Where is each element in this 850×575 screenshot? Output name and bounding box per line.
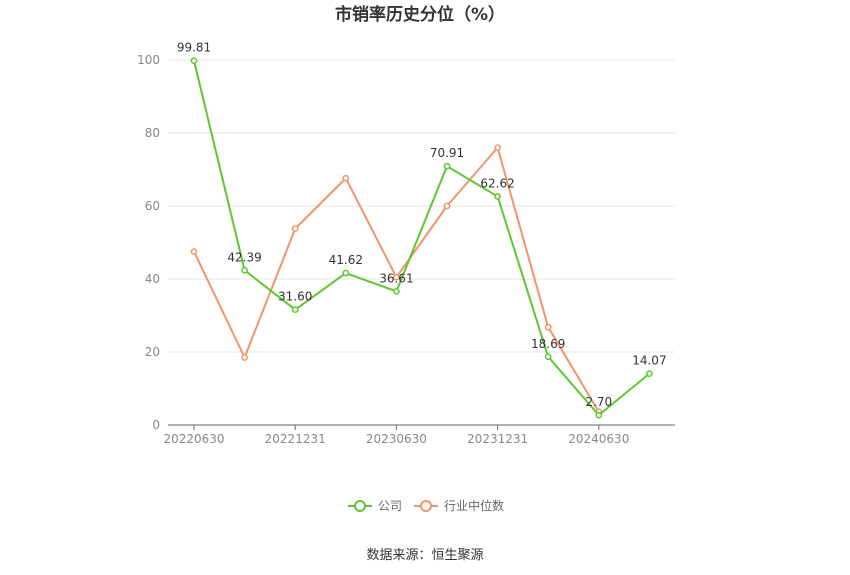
- company-point: [646, 370, 653, 377]
- y-tick-label: 100: [137, 53, 160, 67]
- y-tick-label: 80: [145, 126, 160, 140]
- company-point: [544, 353, 552, 361]
- legend-label: 公司: [378, 499, 402, 513]
- company-point: [494, 193, 501, 200]
- company-point: [342, 269, 350, 277]
- x-tick-label: 20230630: [366, 432, 427, 446]
- y-tick-label: 0: [152, 418, 160, 432]
- series-layer: [190, 57, 653, 419]
- data-labels: 99.81 42.39 31.60 41.62 36.61 70.91 62.62 18.69…: [177, 41, 667, 409]
- y-tick-label: 40: [145, 272, 160, 286]
- company-point: [595, 411, 603, 419]
- industry-median-point: [443, 202, 451, 210]
- data-label: 18.69: [531, 337, 565, 351]
- company-point: [190, 57, 198, 65]
- x-tick-label: 20240630: [568, 432, 629, 446]
- y-tick-label: 20: [145, 345, 160, 359]
- legend-marker: [420, 500, 432, 512]
- data-label: 42.39: [227, 250, 261, 264]
- industry-median-point: [190, 248, 198, 255]
- x-tick-label: 20221231: [265, 432, 326, 446]
- industry-median-point: [544, 323, 552, 331]
- industry-median-point: [342, 174, 350, 182]
- legend-marker: [354, 500, 366, 512]
- data-label: 14.07: [632, 354, 666, 368]
- industry-median-point: [241, 354, 248, 361]
- x-tick-label: 20220630: [163, 432, 224, 446]
- industry-median-point: [393, 273, 400, 281]
- legend-label: 行业中位数: [444, 498, 504, 513]
- company-line: [193, 60, 651, 417]
- company-point: [241, 266, 248, 274]
- chart-title: 市销率历史分位（%）: [335, 4, 505, 25]
- data-label: 70.91: [430, 146, 464, 160]
- y-tick-label: 60: [145, 199, 160, 213]
- data-label: 2.70: [585, 395, 612, 409]
- legend[interactable]: 公司 行业中位数: [348, 498, 504, 513]
- x-tick-label: 20231231: [467, 432, 528, 446]
- data-label: 31.60: [278, 290, 312, 304]
- x-axis: 20220630 20221231 20230630 20231231 20240630: [163, 424, 675, 446]
- company-point: [443, 162, 451, 170]
- grid: [168, 59, 675, 353]
- data-label: 99.81: [177, 41, 211, 55]
- data-label: 36.61: [379, 271, 413, 285]
- company-point: [393, 288, 400, 295]
- data-label: 41.62: [329, 253, 363, 267]
- data-label: 62.62: [480, 176, 514, 190]
- source-note: 数据来源：恒生聚源: [366, 548, 483, 563]
- industry-median-point: [291, 225, 299, 232]
- industry-median-point: [494, 144, 501, 151]
- y-axis: 0 20 40 60 80 100: [137, 53, 160, 432]
- company-point: [291, 306, 299, 314]
